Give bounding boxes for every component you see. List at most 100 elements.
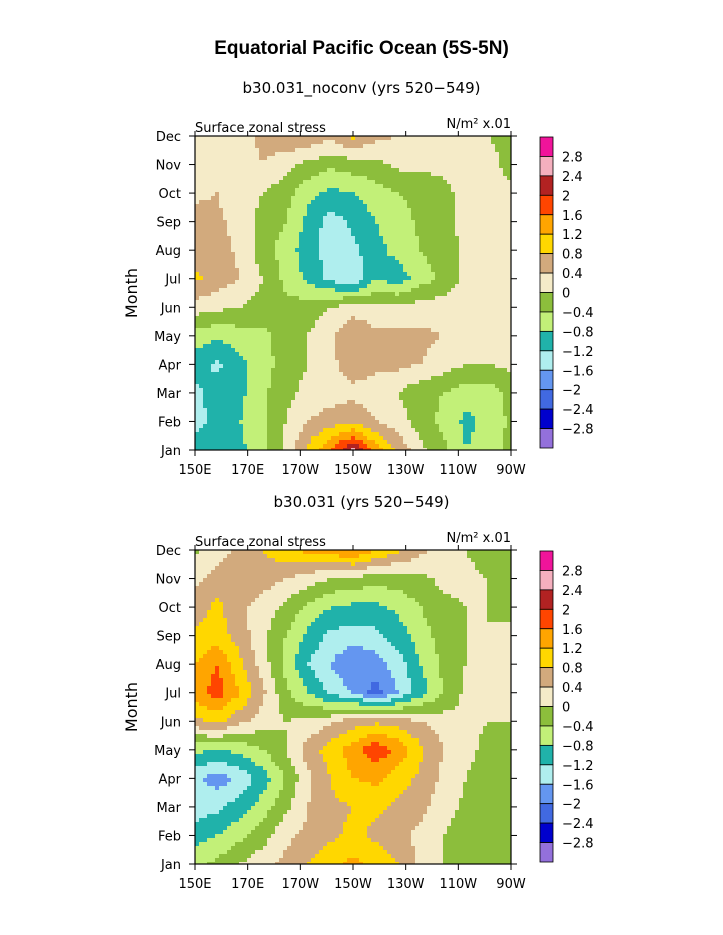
contour-cell bbox=[435, 380, 440, 385]
contour-cell bbox=[239, 248, 244, 253]
contour-cell bbox=[219, 332, 224, 337]
contour-cell bbox=[363, 276, 368, 281]
contour-cell bbox=[215, 328, 220, 333]
contour-cell bbox=[451, 380, 456, 385]
contour-cell bbox=[223, 288, 228, 293]
contour-cell bbox=[359, 316, 364, 321]
contour-cell bbox=[407, 168, 412, 173]
contour-cell bbox=[351, 264, 356, 269]
contour-cell bbox=[231, 252, 236, 257]
contour-cell bbox=[499, 196, 504, 201]
contour-cell bbox=[311, 200, 316, 205]
contour-cell bbox=[427, 156, 432, 161]
contour-cell bbox=[403, 332, 408, 337]
contour-cell bbox=[503, 236, 508, 241]
contour-cell bbox=[379, 216, 384, 221]
contour-cell bbox=[203, 300, 208, 305]
contour-cell bbox=[379, 320, 384, 325]
contour-cell bbox=[351, 296, 356, 301]
contour-cell bbox=[239, 268, 244, 273]
contour-cell bbox=[447, 324, 452, 329]
contour-cell bbox=[295, 324, 300, 329]
contour-cell bbox=[291, 372, 296, 377]
contour-cell bbox=[475, 344, 480, 349]
contour-cell bbox=[291, 208, 296, 213]
contour-cell bbox=[323, 184, 328, 189]
contour-cell bbox=[367, 384, 372, 389]
contour-cell bbox=[375, 180, 380, 185]
contour-cell bbox=[447, 136, 452, 141]
contour-cell bbox=[279, 360, 284, 365]
contour-cell bbox=[479, 296, 484, 301]
contour-cell bbox=[239, 188, 244, 193]
contour-cell bbox=[483, 348, 488, 353]
contour-cell bbox=[235, 368, 240, 373]
contour-cell bbox=[287, 220, 292, 225]
contour-cell bbox=[275, 360, 280, 365]
contour-cell bbox=[199, 176, 204, 181]
contour-cell bbox=[239, 160, 244, 165]
contour-cell bbox=[319, 200, 324, 205]
contour-cell bbox=[423, 204, 428, 209]
contour-cell bbox=[323, 356, 328, 361]
contour-cell bbox=[251, 216, 256, 221]
contour-cell bbox=[411, 356, 416, 361]
contour-cell bbox=[451, 224, 456, 229]
contour-cell bbox=[295, 216, 300, 221]
contour-cell bbox=[247, 356, 252, 361]
contour-cell bbox=[491, 152, 496, 157]
contour-cell bbox=[507, 356, 511, 361]
contour-cell bbox=[475, 152, 480, 157]
contour-cell bbox=[411, 200, 416, 205]
contour-cell bbox=[379, 272, 384, 277]
contour-cell bbox=[491, 156, 496, 161]
contour-cell bbox=[395, 280, 400, 285]
contour-cell bbox=[223, 256, 228, 261]
contour-cell bbox=[499, 292, 504, 297]
contour-cell bbox=[267, 360, 272, 365]
contour-cell bbox=[491, 184, 496, 189]
contour-cell bbox=[491, 324, 496, 329]
contour-cell bbox=[439, 344, 444, 349]
contour-cell bbox=[215, 272, 220, 277]
contour-cell bbox=[363, 188, 368, 193]
contour-cell bbox=[319, 208, 324, 213]
contour-cell bbox=[463, 344, 468, 349]
contour-cell bbox=[295, 360, 300, 365]
contour-cell bbox=[491, 368, 496, 373]
contour-cell bbox=[351, 332, 356, 337]
contour-cell bbox=[491, 320, 496, 325]
contour-cell bbox=[363, 172, 368, 177]
contour-cell bbox=[467, 172, 472, 177]
contour-cell bbox=[391, 196, 396, 201]
contour-cell bbox=[195, 176, 200, 181]
contour-cell bbox=[375, 216, 380, 221]
contour-cell bbox=[447, 364, 452, 369]
contour-cell bbox=[331, 228, 336, 233]
contour-cell bbox=[363, 208, 368, 213]
contour-cell bbox=[339, 348, 344, 353]
contour-cell bbox=[479, 172, 484, 177]
contour-cell bbox=[467, 216, 472, 221]
contour-cell bbox=[439, 276, 444, 281]
contour-cell bbox=[331, 176, 336, 181]
contour-cell bbox=[203, 216, 208, 221]
contour-cell bbox=[503, 272, 508, 277]
contour-cell bbox=[351, 232, 356, 237]
contour-cell bbox=[447, 164, 452, 169]
contour-cell bbox=[455, 192, 460, 197]
contour-cell bbox=[227, 172, 232, 177]
contour-cell bbox=[483, 344, 488, 349]
contour-cell bbox=[331, 148, 336, 153]
contour-cell bbox=[491, 236, 496, 241]
contour-cell bbox=[435, 364, 440, 369]
contour-cell bbox=[207, 156, 212, 161]
contour-cell bbox=[371, 356, 376, 361]
contour-cell bbox=[375, 164, 380, 169]
contour-cell bbox=[211, 272, 216, 277]
contour-cell bbox=[267, 148, 272, 153]
contour-cell bbox=[463, 212, 468, 217]
contour-cell bbox=[279, 196, 284, 201]
contour-cell bbox=[215, 200, 220, 205]
contour-cell bbox=[495, 220, 500, 225]
